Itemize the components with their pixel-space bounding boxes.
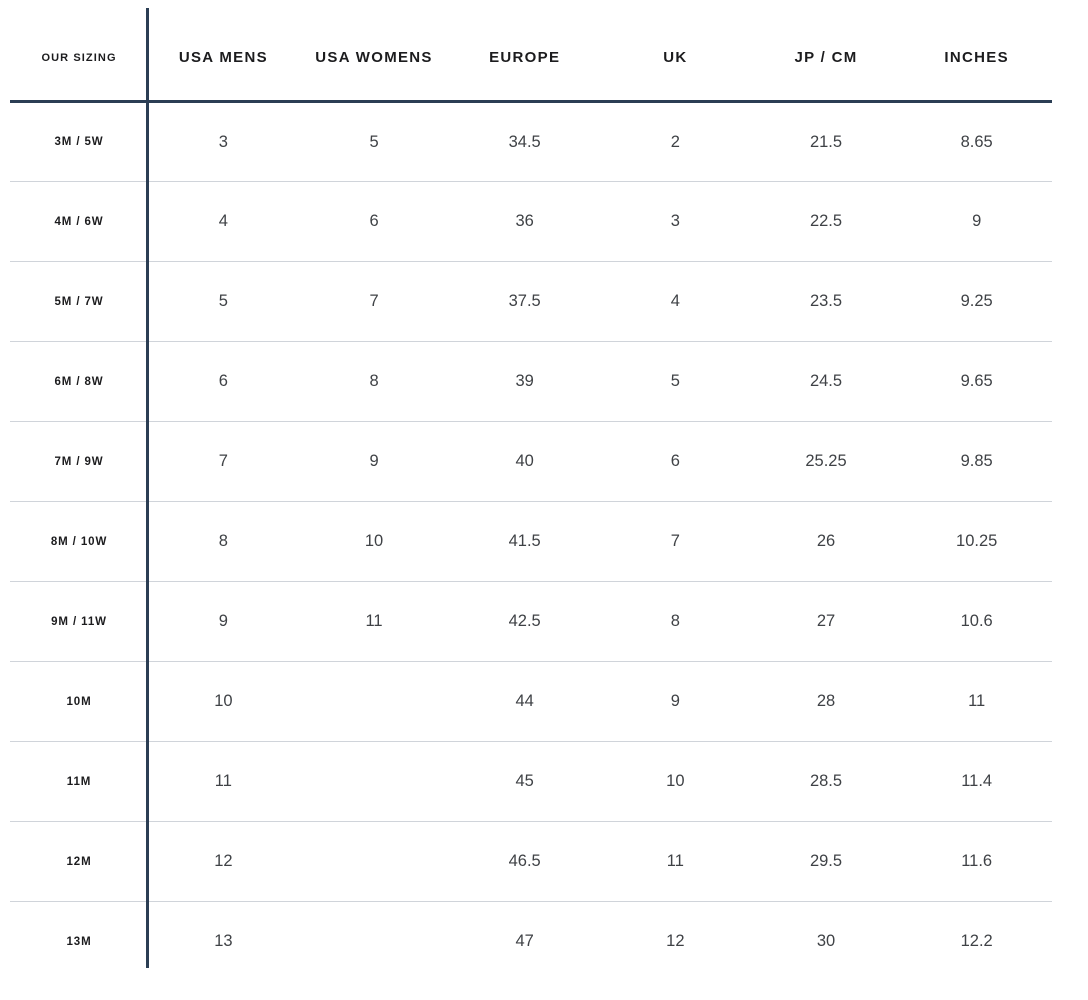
size-cell: 10 — [364, 532, 384, 550]
size-cell: 9 — [218, 612, 228, 630]
size-cell: 3 — [218, 132, 228, 151]
size-cell: 8 — [218, 532, 228, 550]
header-row: OUR SIZING USA MENS USA WOMENS EUROPE UK… — [10, 0, 1052, 102]
size-cell: 40 — [515, 452, 534, 470]
size-cell: 11.4 — [961, 772, 993, 790]
col-header-usa-womens: USA WOMENS — [315, 49, 433, 66]
size-cell: 5 — [218, 292, 228, 310]
size-cell: 36 — [515, 212, 534, 230]
row-label: 11M — [66, 775, 92, 788]
size-cell — [299, 822, 450, 902]
size-cell: 34.5 — [508, 132, 541, 151]
size-cell: 4 — [670, 292, 680, 310]
table-row: 13M 13 47 12 30 12.2 — [10, 901, 1052, 982]
row-label: 9M / 11W — [51, 615, 107, 628]
size-cell: 11 — [365, 612, 383, 630]
size-cell: 24.5 — [809, 372, 843, 390]
size-cell: 11 — [968, 692, 986, 710]
table-row: 3M / 5W 3 5 34.5 2 21.5 8.65 — [10, 102, 1052, 182]
row-label: 5M / 7W — [54, 295, 104, 308]
table-row: 10M 10 44 9 28 11 — [10, 661, 1052, 742]
size-cell: 28 — [816, 692, 836, 710]
size-cell: 5 — [369, 132, 379, 151]
first-column-divider-line — [146, 8, 149, 968]
size-cell: 6 — [369, 212, 379, 230]
size-cell: 12.2 — [960, 932, 993, 951]
table-row: 12M 12 46.5 11 29.5 11.6 — [10, 821, 1052, 902]
row-label: 10M — [66, 695, 92, 708]
size-cell: 8.65 — [960, 132, 993, 151]
table-row: 7M / 9W 7 9 40 6 25.25 9.85 — [10, 421, 1052, 502]
col-header-our-sizing: OUR SIZING — [41, 51, 117, 64]
size-cell: 7 — [218, 452, 228, 470]
table-row: 4M / 6W 4 6 36 3 22.5 9 — [10, 181, 1052, 262]
size-cell: 7 — [369, 292, 379, 310]
size-cell: 47 — [515, 932, 534, 951]
col-header-usa-mens: USA MENS — [178, 49, 268, 66]
size-cell: 9.65 — [960, 372, 993, 390]
col-header-uk: UK — [663, 49, 688, 66]
table-row: 11M 11 45 10 28.5 11.4 — [10, 741, 1052, 822]
size-cell: 39 — [515, 372, 534, 390]
size-cell: 10 — [214, 692, 233, 710]
size-cell: 28.5 — [809, 772, 843, 790]
size-cell: 25.25 — [805, 452, 847, 470]
size-cell: 7 — [670, 532, 680, 550]
size-cell: 37.5 — [508, 292, 541, 310]
size-cell: 8 — [670, 612, 680, 630]
size-cell: 42.5 — [508, 612, 541, 630]
size-cell: 11.6 — [961, 852, 993, 870]
size-cell: 11 — [214, 772, 232, 790]
size-cell: 22.5 — [809, 212, 843, 230]
size-cell: 9.25 — [960, 292, 993, 310]
size-cell: 9 — [972, 212, 982, 230]
table-row: 5M / 7W 5 7 37.5 4 23.5 9.25 — [10, 261, 1052, 342]
size-cell: 3 — [670, 212, 680, 230]
row-label: 12M — [66, 855, 92, 868]
row-label: 7M / 9W — [54, 455, 104, 468]
size-cell: 10.25 — [956, 532, 998, 550]
row-label: 4M / 6W — [54, 215, 104, 228]
size-cell: 30 — [816, 932, 836, 951]
size-cell: 6 — [218, 372, 228, 390]
size-cell: 45 — [515, 772, 534, 790]
size-cell: 13 — [214, 932, 233, 951]
table-row: 8M / 10W 8 10 41.5 7 26 10.25 — [10, 501, 1052, 582]
row-label: 13M — [66, 935, 92, 948]
size-cell: 21.5 — [809, 132, 843, 151]
size-cell — [299, 662, 450, 742]
row-label: 3M / 5W — [54, 136, 104, 148]
size-cell: 10 — [666, 772, 685, 790]
size-cell: 27 — [816, 612, 836, 630]
size-cell: 26 — [816, 532, 836, 550]
size-cell: 29.5 — [809, 852, 843, 870]
size-cell: 4 — [218, 212, 228, 230]
row-label: 6M / 8W — [54, 375, 104, 388]
size-cell: 9.85 — [960, 452, 993, 470]
size-cell: 9 — [369, 452, 379, 470]
col-header-jp-cm: JP / CM — [794, 49, 858, 66]
table-row: 9M / 11W 9 11 42.5 8 27 10.6 — [10, 581, 1052, 662]
size-conversion-table: OUR SIZING USA MENS USA WOMENS EUROPE UK… — [10, 0, 1052, 982]
size-cell: 41.5 — [508, 532, 541, 550]
col-header-inches: INCHES — [944, 49, 1009, 66]
table-row: 6M / 8W 6 8 39 5 24.5 9.65 — [10, 341, 1052, 422]
size-cell: 5 — [670, 372, 680, 390]
size-cell: 12 — [214, 852, 233, 870]
size-cell: 44 — [515, 692, 534, 710]
size-cell: 6 — [670, 452, 680, 470]
size-cell: 9 — [670, 692, 680, 710]
size-cell: 2 — [670, 132, 680, 151]
size-cell — [299, 742, 450, 822]
col-header-europe: EUROPE — [489, 49, 561, 66]
size-cell: 8 — [369, 372, 379, 390]
size-cell: 46.5 — [508, 852, 541, 870]
size-cell: 23.5 — [809, 292, 843, 310]
size-cell: 11 — [666, 852, 684, 870]
size-cell: 12 — [666, 932, 685, 951]
size-cell — [299, 902, 450, 982]
size-cell: 10.6 — [960, 612, 993, 630]
row-label: 8M / 10W — [50, 535, 108, 548]
